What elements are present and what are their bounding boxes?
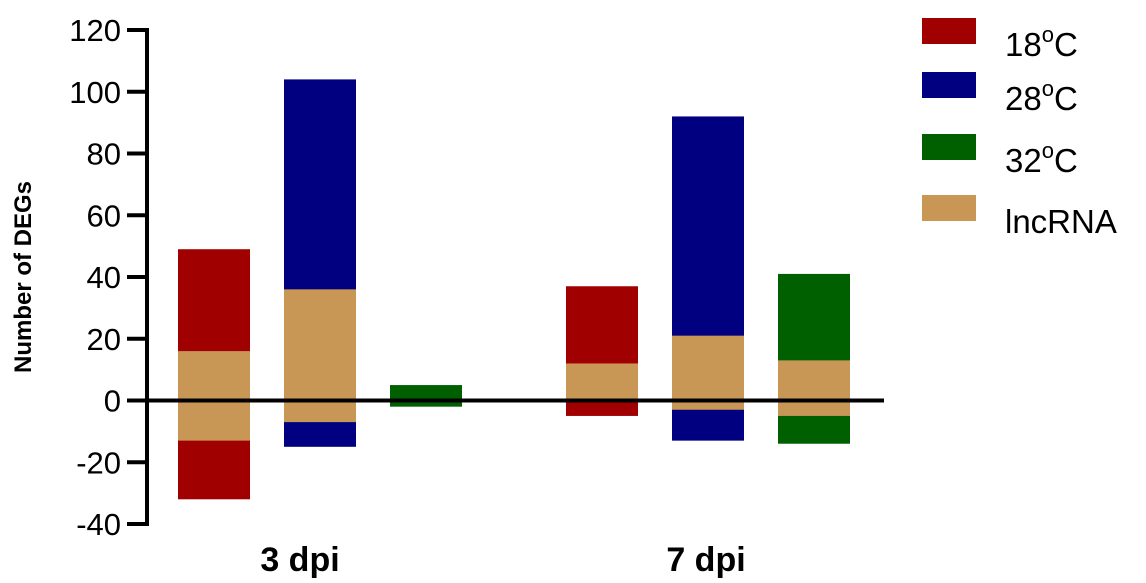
lncrna-bar-2-down-1 [778,400,850,416]
bars [178,79,850,500]
lncrna-bar-1-down-1 [672,400,744,410]
lncrna-bar-1-up-1 [672,335,744,401]
lncrna-bar-1-up-0 [284,289,356,401]
y-axis: -40 -20 0 20 40 60 80 100 120 [69,13,149,542]
y-tick-label: 120 [69,13,121,48]
lncrna-bar-2-up-1 [778,360,850,401]
legend-label: lncRNA [1005,203,1117,240]
legend: 18oC 28oC 32oC lncRNA [922,18,1117,240]
legend-swatch [922,134,976,160]
lncrna-bar-0-down-0 [178,400,250,441]
legend-swatch [922,18,976,44]
y-tick-label: 40 [87,260,121,295]
y-tick-label: 100 [69,75,121,110]
legend-swatch [922,72,976,98]
y-tick-label: -20 [76,445,121,480]
y-tick-label: -40 [76,507,121,542]
y-tick-label: 20 [87,322,121,357]
lncrna-bar-1-down-0 [284,400,356,423]
category-label: 7 dpi [666,541,745,579]
legend-label: 18oC [1005,22,1078,63]
legend-label: 28oC [1005,76,1078,117]
legend-swatch [922,195,976,221]
y-tick-label: 60 [87,198,121,233]
category-label: 3 dpi [260,541,339,579]
legend-label: 32oC [1005,138,1078,179]
x-axis-categories: 3 dpi 7 dpi [260,541,745,579]
bar-2-down-0 [390,400,462,407]
lncrna-bar-0-up-0 [178,351,250,401]
bar-0-down-1 [566,400,638,416]
bar-2-up-0 [390,385,462,401]
y-tick-label: 80 [87,137,121,172]
y-tick-label: 0 [104,384,121,419]
lncrna-bar-0-up-1 [566,363,638,401]
y-axis-label: Number of DEGs [10,181,37,373]
